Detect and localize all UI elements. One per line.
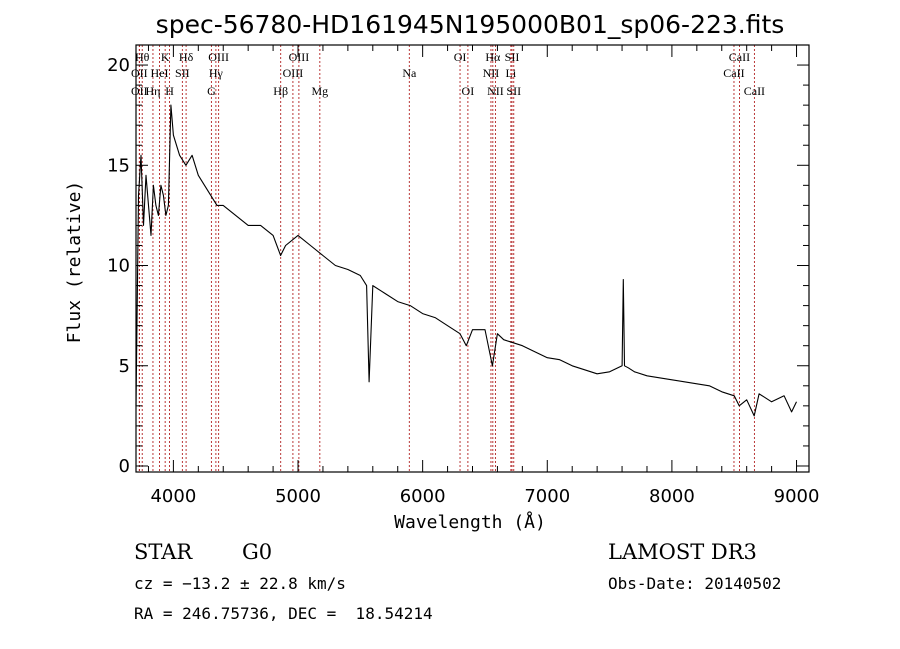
spectral-line-label: Hα (485, 50, 501, 64)
spectral-line-label: Li (506, 66, 517, 80)
spectral-line-label: CaII (744, 84, 765, 98)
survey-name: LAMOST DR3 (608, 540, 757, 564)
x-tick-label: 9000 (774, 486, 820, 507)
y-tick-label: 20 (107, 55, 130, 76)
obs-date: Obs-Date: 20140502 (608, 574, 782, 593)
y-tick-label: 5 (119, 356, 130, 377)
x-tick-label: 8000 (649, 486, 695, 507)
spectral-line-label: Hδ (179, 50, 194, 64)
object-class: STAR (134, 540, 193, 564)
spectral-lines-layer (138, 45, 755, 472)
spectral-line-label: OII (131, 84, 148, 98)
spectral-line-label: SII (506, 84, 521, 98)
spectral-line-label: Na (402, 66, 417, 80)
y-axis-label: Flux (relative) (64, 181, 85, 344)
spectral-line-label: SII (505, 50, 520, 64)
x-tick-label: 7000 (524, 486, 570, 507)
spectral-line-label: CaII (723, 66, 744, 80)
spectral-line-label: Mg (311, 84, 328, 98)
object-subclass: G0 (242, 540, 273, 564)
spectral-line-label: Hγ (209, 66, 224, 80)
x-axis: 4000 5000 6000 7000 8000 9000 (147, 45, 820, 507)
spectral-line-label: NII (483, 66, 500, 80)
x-tick-label: 6000 (400, 486, 446, 507)
coordinates: RA = 246.75736, DEC = 18.54214 (134, 604, 433, 623)
y-axis: 0 5 10 15 20 (107, 55, 809, 477)
y-tick-label: 10 (107, 256, 130, 277)
x-tick-label: 4000 (150, 486, 196, 507)
spectral-line-label: SII (175, 66, 190, 80)
series-layer (135, 104, 797, 417)
spectral-line-label: OII (131, 66, 148, 80)
spectral-line-label: Hη (145, 84, 160, 98)
spectral-line-label: OIII (289, 50, 310, 64)
spectral-line-label: G (207, 84, 216, 98)
spectral-line-label: NII (487, 84, 504, 98)
spectral-line-label: OI (462, 84, 475, 98)
spectral-line-label: Hθ (135, 50, 150, 64)
spectral-line-label: HeI (151, 66, 169, 80)
spectral-line-label: H (165, 84, 174, 98)
spectral-line-label: OI (454, 50, 467, 64)
plot-frame (135, 44, 810, 473)
x-tick-label: 5000 (275, 486, 321, 507)
y-tick-label: 0 (119, 456, 130, 477)
spectral-line-label: OIII (283, 66, 304, 80)
spectral-line-label: OIII (208, 50, 229, 64)
spectrum-series-line (135, 104, 797, 417)
spectral-line-label: CaII (729, 50, 750, 64)
spectral-line-label: K (161, 50, 170, 64)
chart-title: spec-56780-HD161945N195000B01_sp06-223.f… (156, 10, 785, 39)
spectral-line-label: Hβ (273, 84, 288, 98)
y-tick-label: 15 (107, 155, 130, 176)
redshift-cz: cz = −13.2 ± 22.8 km/s (134, 574, 346, 593)
x-axis-label: Wavelength (Å) (394, 511, 546, 533)
